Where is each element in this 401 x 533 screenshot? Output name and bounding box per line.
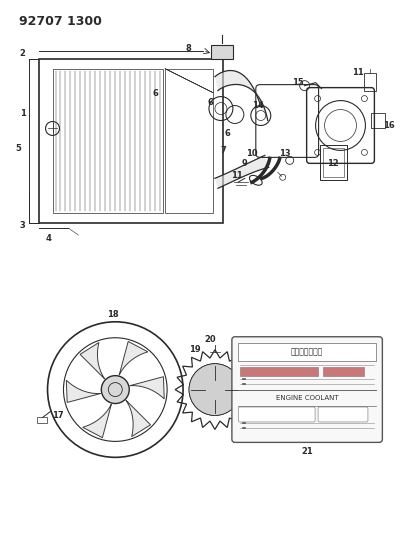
Polygon shape <box>66 380 101 402</box>
Text: 9: 9 <box>242 159 248 168</box>
Text: 92707 1300: 92707 1300 <box>18 15 101 28</box>
Polygon shape <box>215 70 268 120</box>
Text: 15: 15 <box>292 78 304 87</box>
Text: 6: 6 <box>225 129 231 138</box>
Text: 20: 20 <box>204 335 216 344</box>
Circle shape <box>101 376 129 403</box>
Text: 13: 13 <box>279 149 290 158</box>
Polygon shape <box>126 400 150 437</box>
Text: 11: 11 <box>352 68 363 77</box>
Text: 12: 12 <box>327 159 338 168</box>
Text: 18: 18 <box>107 310 119 319</box>
Text: 21: 21 <box>301 447 313 456</box>
Polygon shape <box>215 156 269 188</box>
Text: 17: 17 <box>52 411 63 420</box>
Text: 19: 19 <box>189 345 201 354</box>
Bar <box>322 148 344 177</box>
FancyBboxPatch shape <box>238 407 315 422</box>
FancyBboxPatch shape <box>232 337 383 442</box>
Text: 7: 7 <box>220 146 226 155</box>
Polygon shape <box>83 404 111 438</box>
Text: 2: 2 <box>20 49 26 58</box>
Polygon shape <box>80 343 105 379</box>
Polygon shape <box>119 342 148 375</box>
Text: 6: 6 <box>152 89 158 98</box>
Text: 16: 16 <box>383 121 395 130</box>
Bar <box>211 45 233 59</box>
Text: 8: 8 <box>185 44 191 53</box>
Bar <box>36 417 47 423</box>
Text: 6: 6 <box>207 98 213 107</box>
FancyBboxPatch shape <box>318 407 368 422</box>
Text: 10: 10 <box>246 149 257 158</box>
Bar <box>365 72 377 91</box>
Text: 14: 14 <box>252 101 264 110</box>
Bar <box>322 367 365 376</box>
Bar <box>38 59 223 223</box>
Bar <box>238 343 377 361</box>
Text: エンジン冷却水: エンジン冷却水 <box>291 347 323 356</box>
Text: 4: 4 <box>46 233 51 243</box>
Circle shape <box>189 364 241 416</box>
Bar <box>53 69 163 213</box>
Bar <box>165 69 213 213</box>
Text: 11: 11 <box>231 171 243 180</box>
Text: 5: 5 <box>16 144 22 153</box>
Text: ENGINE COOLANT: ENGINE COOLANT <box>276 394 338 400</box>
Text: 1: 1 <box>20 109 26 118</box>
Bar <box>320 146 348 180</box>
Polygon shape <box>130 377 164 399</box>
Text: 3: 3 <box>20 221 26 230</box>
Bar <box>240 367 318 376</box>
Bar <box>371 112 385 128</box>
